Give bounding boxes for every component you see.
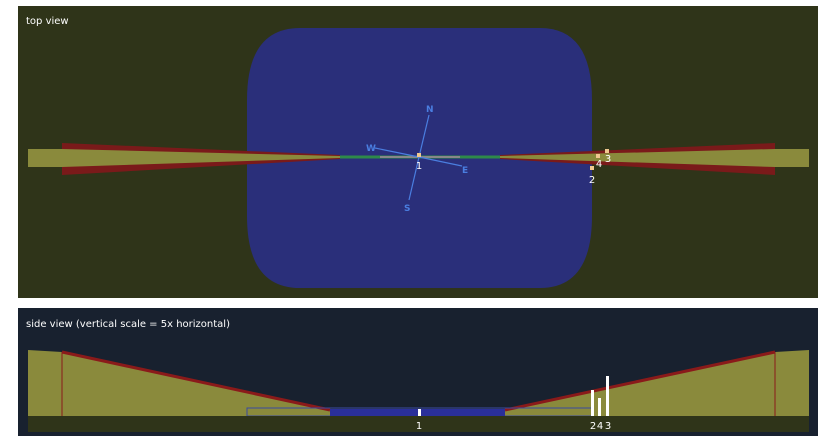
marker-bar (591, 390, 594, 416)
airspace-fill (330, 409, 505, 416)
panel-title: side view (vertical scale = 5x horizonta… (26, 319, 230, 330)
compass-s: S (404, 204, 410, 214)
side-view-panel: side view (vertical scale = 5x horizonta… (18, 308, 818, 436)
ground (28, 416, 809, 432)
marker-label: 1 (416, 161, 422, 172)
compass-n: N (426, 105, 434, 115)
marker (590, 166, 594, 170)
marker-bar (418, 409, 421, 416)
compass-line (374, 147, 420, 158)
glide-slope (61, 350, 331, 412)
compass-e: E (462, 166, 468, 176)
terrain (505, 350, 809, 416)
approach-band (28, 149, 62, 167)
glide-slope (504, 350, 776, 412)
marker-bar (598, 398, 601, 416)
marker-label: 2 (590, 421, 596, 432)
approach-band (775, 149, 809, 167)
marker-label: 4 (597, 421, 603, 432)
approach-fan-inner (62, 149, 340, 167)
marker-label: 2 (589, 175, 595, 186)
approach-fan-inner (500, 149, 775, 167)
marker (605, 149, 609, 153)
compass-line (418, 114, 430, 158)
terrain (28, 350, 330, 416)
top-view-panel: top view N S W E 1 2 3 4 (18, 6, 818, 298)
marker (596, 154, 600, 158)
marker-label: 1 (416, 421, 422, 432)
marker-label: 4 (596, 159, 602, 170)
compass (374, 114, 463, 201)
compass-line (418, 156, 463, 167)
marker-label: 3 (605, 421, 611, 432)
marker-label: 3 (605, 154, 611, 165)
panel-title: top view (26, 16, 69, 27)
compass-line (408, 156, 420, 201)
marker (417, 153, 421, 157)
marker-bar (606, 376, 609, 416)
compass-w: W (366, 144, 376, 154)
